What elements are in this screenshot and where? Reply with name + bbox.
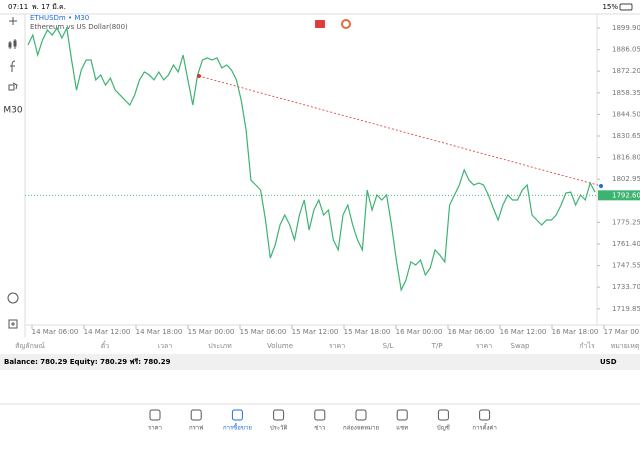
trendline [198,75,602,187]
tab-label[interactable]: การตั้งค่า [472,422,496,432]
tab-icon[interactable] [231,409,243,421]
crosshair-icon[interactable] [9,17,17,25]
y-tick-label: 1733.70 [612,283,640,291]
column-header: ประเภท [208,342,232,350]
x-tick-label: 17 Mar 00:00 [604,328,640,336]
tab-label[interactable]: การซื้อขาย [223,422,252,432]
tab-label[interactable]: ประวัติ [270,425,288,432]
add-icon[interactable] [8,319,18,329]
column-header: ราคา [329,342,345,350]
tab-label[interactable]: แชท [396,425,408,432]
signal-icon[interactable] [341,19,351,29]
column-header: T/P [431,342,443,350]
tab-icon[interactable] [273,409,285,421]
column-header: Swap [511,342,530,350]
zoom-icon[interactable] [7,292,19,304]
table-header [0,337,640,354]
trendline-start [197,74,201,79]
summary-row [0,354,640,370]
price-line [27,26,596,292]
tab-label[interactable]: ราคา [148,425,162,432]
x-tick-label: 16 Mar 18:00 [552,328,599,336]
y-tick-label: 1858.35 [612,89,640,97]
x-tick-label: 15 Mar 00:00 [188,328,235,336]
tab-icon[interactable] [437,409,449,421]
x-tick-label: 16 Mar 12:00 [500,328,547,336]
current-price-label: 1792.60 [612,191,640,199]
y-tick-label: 1719.85 [612,305,640,313]
y-tick-label: 1816.80 [612,154,640,162]
x-tick-label: 14 Mar 06:00 [32,328,79,336]
column-header: ราคา [476,342,492,350]
trade-icon[interactable] [315,20,325,28]
x-tick-label: 15 Mar 18:00 [344,328,391,336]
x-tick-label: 16 Mar 00:00 [396,328,443,336]
column-header: Volume [267,342,293,350]
toolbar [7,17,19,329]
x-tick-label: 14 Mar 18:00 [136,328,183,336]
y-tick-label: 1761.40 [612,240,640,248]
y-tick-label: 1872.20 [612,67,640,75]
tab-icon[interactable] [479,409,491,421]
timeframe[interactable]: M30 [3,106,22,116]
y-tick-label: 1802.95 [612,175,640,183]
tab-label[interactable]: ข่าว [314,425,325,432]
summary: Balance: 780.29 Equity: 780.29 ฟรี: 780.… [4,358,171,366]
x-tick-label: 15 Mar 06:00 [240,328,287,336]
column-header: ตั๋ว [101,341,110,350]
tab-label[interactable]: บัญชี [437,424,450,432]
column-header: เวลา [158,342,173,350]
description: Ethereum vs US Dollar(800) [30,23,128,31]
status-time: 07:11 [8,3,28,11]
x-tick-label: 15 Mar 12:00 [292,328,339,336]
y-tick-label: 1886.05 [612,46,640,54]
currency: USD [600,358,617,366]
battery-icon [619,3,633,11]
status-date: พ. 17 มี.ค. [32,3,66,11]
column-header: หมายเหตุ [611,342,640,350]
tab-label[interactable]: กล่องจดหมาย [343,425,379,432]
y-tick-label: 1830.65 [612,132,640,140]
battery-text: 15% [602,3,618,11]
function-icon[interactable] [10,60,16,72]
tab-icon[interactable] [149,409,161,421]
y-tick-label: 1747.55 [612,262,640,270]
indicators-icon[interactable] [8,39,17,49]
current-price-box [598,190,640,201]
column-header: S/L [383,342,394,350]
tab-icon[interactable] [396,409,408,421]
y-tick-label: 1775.25 [612,218,640,226]
y-tick-label: 1844.50 [612,110,640,118]
symbol: ETHUSDm • M30 [30,14,89,22]
tab-label[interactable]: กราฟ [189,425,203,432]
column-header: กำไร [579,341,595,350]
x-tick-label: 16 Mar 06:00 [448,328,495,336]
column-header: สัญลักษณ์ [15,342,45,350]
y-tick-label: 1899.90 [612,24,640,32]
tab-icon[interactable] [314,409,326,421]
objects-icon[interactable] [8,82,18,91]
tab-icon[interactable] [355,409,367,421]
x-tick-label: 14 Mar 12:00 [84,328,131,336]
trendline-end [599,183,603,188]
tab-icon[interactable] [190,409,202,421]
